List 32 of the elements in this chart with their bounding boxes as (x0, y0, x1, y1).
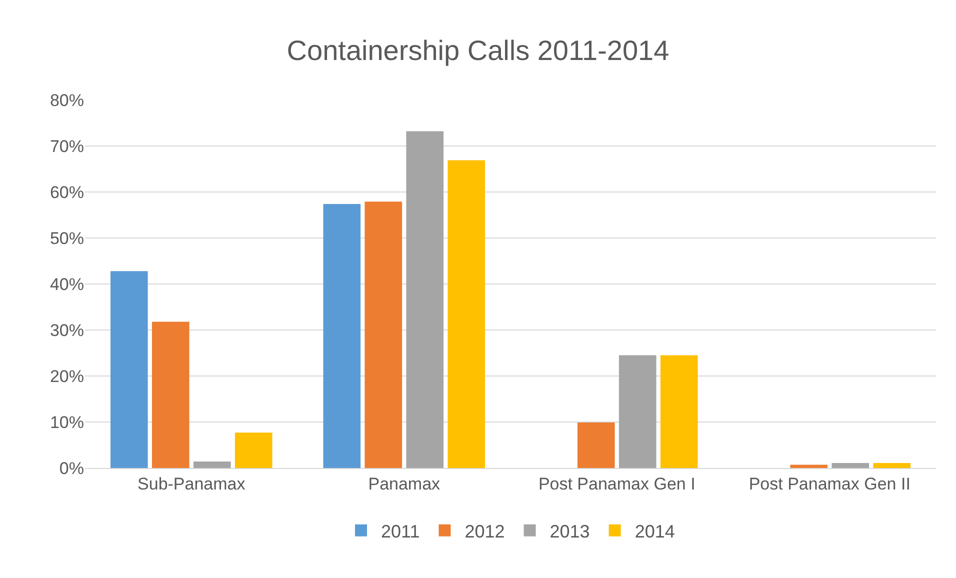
bar (152, 322, 190, 468)
y-tick-label: 20% (50, 366, 84, 386)
bar (832, 462, 870, 468)
legend-label: 2011 (381, 521, 420, 542)
y-tick-label: 0% (59, 458, 84, 478)
bar (193, 462, 231, 468)
legend-label: 2013 (550, 521, 590, 542)
bar (234, 432, 272, 468)
y-tick-label: 50% (50, 228, 84, 248)
y-tick-label: 80% (50, 90, 84, 110)
x-tick-label: Post Panamax Gen II (748, 474, 910, 494)
y-tick-label: 70% (50, 136, 84, 156)
bar (873, 462, 911, 468)
y-tick-label: 10% (50, 412, 84, 432)
bar (660, 355, 698, 468)
bar (364, 202, 402, 468)
chart-title: Containership Calls 2011-2014 (286, 35, 670, 66)
y-tick-label: 40% (50, 274, 84, 294)
bar (406, 131, 444, 468)
bar (577, 422, 615, 468)
y-tick-label: 60% (50, 182, 84, 202)
x-tick-label: Post Panamax Gen I (538, 474, 696, 494)
bar (323, 204, 361, 468)
bar (448, 160, 486, 468)
legend-label: 2012 (464, 521, 505, 542)
bar (110, 271, 148, 468)
bar (618, 355, 656, 468)
y-tick-label: 30% (50, 320, 84, 340)
legend-label: 2014 (634, 521, 675, 542)
x-tick-label: Panamax (368, 474, 441, 494)
x-tick-label: Sub-Panamax (138, 474, 246, 494)
bar (790, 464, 828, 468)
